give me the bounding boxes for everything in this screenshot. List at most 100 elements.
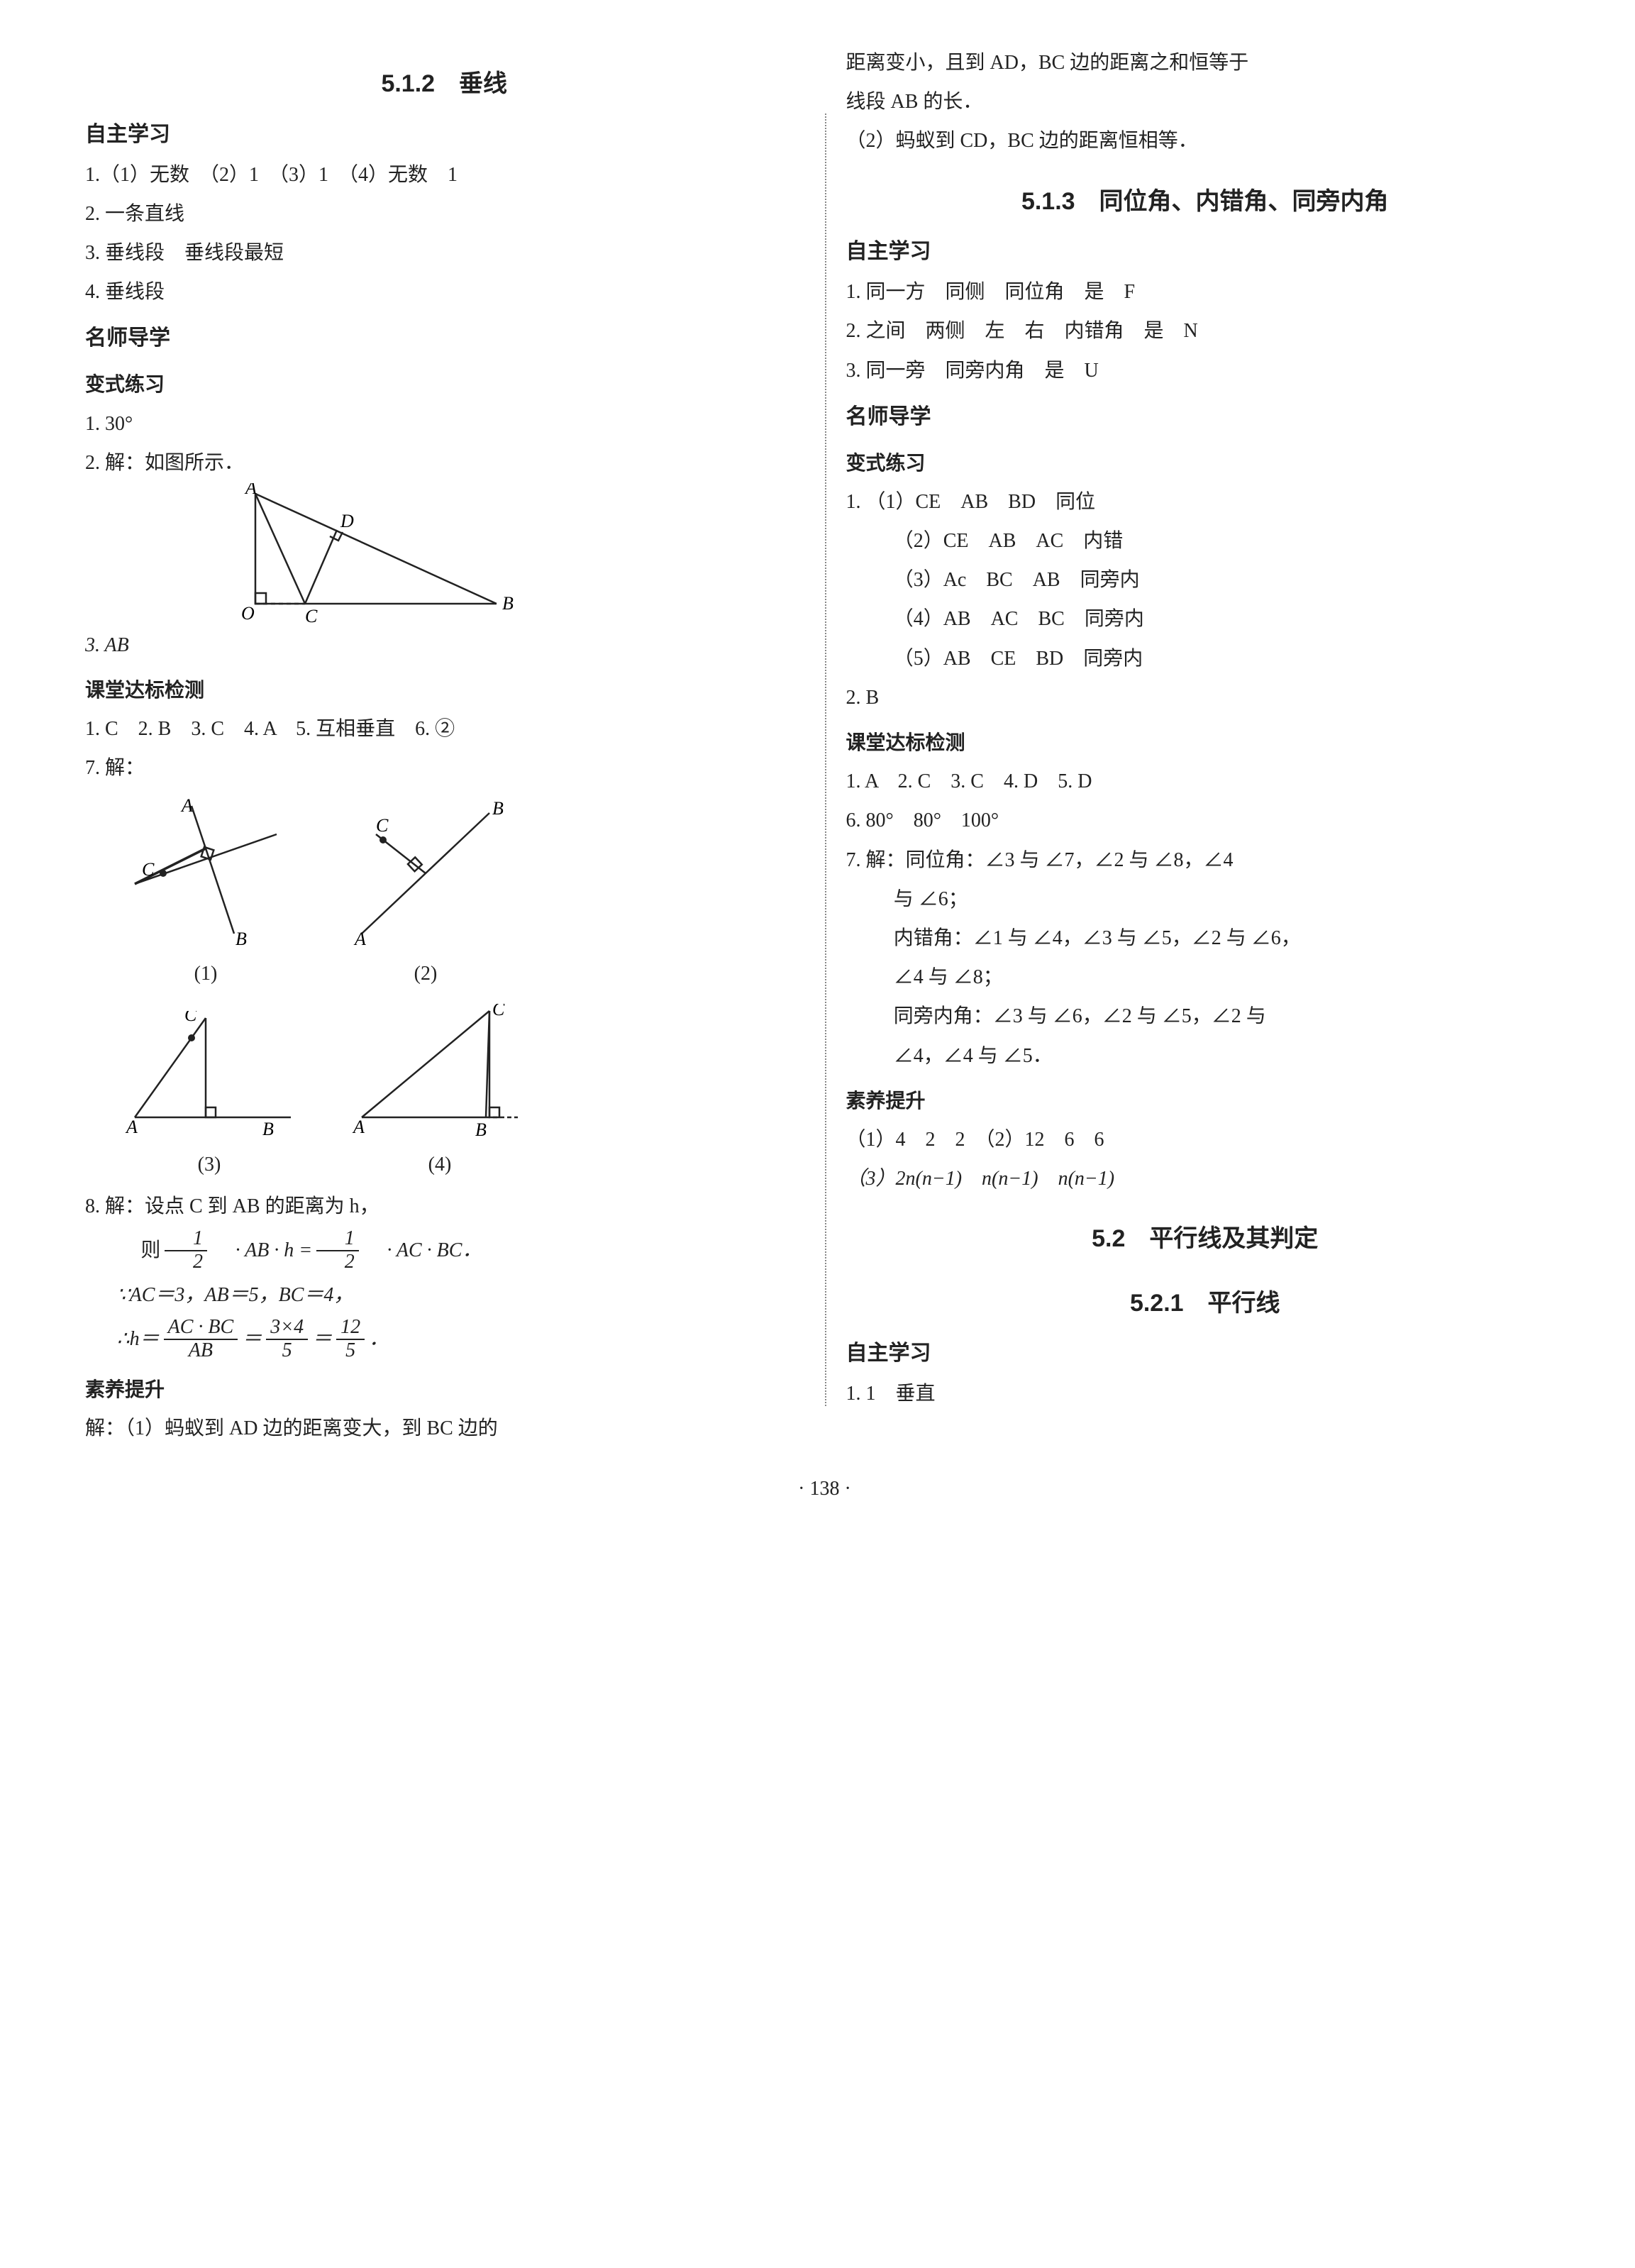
heading-zizhu: 自主学习 [846, 231, 1565, 272]
text-line: 2. 之间 两侧 左 右 内错角 是 N [846, 312, 1565, 350]
fraction: 125 [336, 1317, 365, 1362]
svg-text:B: B [502, 593, 514, 614]
figure-2: C B A (2) [333, 799, 518, 992]
svg-text:C: C [305, 606, 318, 625]
fraction: AC · BCAB [164, 1317, 238, 1362]
eq-sign: ＝ [312, 1320, 332, 1358]
section-title-52: 5.2 平行线及其判定 [846, 1216, 1565, 1262]
figure-3: C A B (3) [113, 1011, 305, 1183]
page-number: · 138 · [71, 1470, 1578, 1508]
svg-text:C: C [376, 815, 389, 836]
svg-text:A: A [244, 483, 257, 498]
text-line: ∴h＝ AC · BCAB ＝ 3×45 ＝ 125 ． [117, 1317, 389, 1362]
left-column: 5.1.2 垂线 自主学习 1.（1）无数 （2）1 （3）1 （4）无数 1 … [71, 43, 818, 1449]
heading-ketang: 课堂达标检测 [846, 724, 1565, 761]
figure-1: A C B (1) [113, 799, 298, 992]
svg-text:C: C [492, 1004, 505, 1019]
right-column: 距离变小，且到 AD，BC 边的距离之和恒等于 线段 AB 的长． （2）蚂蚁到… [832, 43, 1579, 1449]
svg-text:B: B [262, 1119, 274, 1139]
svg-text:A: A [353, 929, 366, 949]
text-line: 6. 80° 80° 100° [846, 802, 1565, 839]
text-line: 1. 1 垂直 [846, 1375, 1565, 1412]
text-line: 7. 解： [85, 749, 804, 787]
q8d-post: ． [369, 1320, 389, 1358]
heading-zizhu: 自主学习 [85, 114, 804, 155]
text-line: 1. A 2. C 3. C 4. D 5. D [846, 763, 1565, 800]
text-line: 2. 一条直线 [85, 195, 804, 233]
text-line: 1. C 2. B 3. C 4. A 5. 互相垂直 6. ② [85, 710, 804, 748]
text-line: （2）蚂蚁到 CD，BC 边的距离恒相等． [846, 122, 1565, 160]
svg-text:B: B [235, 929, 247, 949]
fraction: 12 [316, 1228, 359, 1273]
heading-mingshi: 名师导学 [846, 397, 1565, 437]
fraction: 3×45 [266, 1317, 308, 1362]
section-title-512: 5.1.2 垂线 [85, 61, 804, 107]
fig-caption: (4) [340, 1146, 539, 1183]
text-line: 4. 垂线段 [85, 273, 804, 311]
text-line: 同旁内角：∠3 与 ∠6，∠2 与 ∠5，∠2 与 [846, 997, 1565, 1035]
text-line: ∠4，∠4 与 ∠5． [846, 1037, 1565, 1075]
figure-row-1: A C B (1) C B A (2) [85, 799, 804, 992]
svg-text:C: C [142, 859, 155, 880]
text-line: 7. 解：同位角：∠3 与 ∠7，∠2 与 ∠8，∠4 [846, 841, 1565, 879]
column-divider [825, 114, 826, 1406]
text-line: 3. 同一旁 同旁内角 是 U [846, 352, 1565, 389]
svg-text:O: O [241, 603, 255, 624]
text-line: 3. 垂线段 垂线段最短 [85, 234, 804, 272]
text-line: 与 ∠6； [846, 880, 1565, 918]
section-title-521: 5.2.1 平行线 [846, 1280, 1565, 1327]
svg-text:A: A [352, 1117, 365, 1137]
text-line: （3）Ac BC AB 同旁内 [846, 561, 1565, 599]
heading-bianshi: 变式练习 [85, 365, 804, 403]
heading-suyang: 素养提升 [85, 1371, 804, 1408]
text-line: 则 12 · AB · h = 12 · AC · BC． [117, 1228, 482, 1273]
q8d-pre: ∴h＝ [117, 1320, 160, 1358]
section-title-513: 5.1.3 同位角、内错角、同旁内角 [846, 179, 1565, 225]
heading-mingshi: 名师导学 [85, 318, 804, 358]
text-line: ∠4 与 ∠8； [846, 958, 1565, 996]
text-line: 3. AB [85, 626, 804, 664]
text-line: （4）AB AC BC 同旁内 [846, 600, 1565, 638]
fig-caption: (2) [333, 955, 518, 992]
svg-text:A: A [180, 799, 193, 816]
q2-label: 2. 解：如图所示． [85, 452, 244, 474]
svg-text:B: B [492, 799, 504, 819]
svg-text:C: C [184, 1011, 197, 1025]
fig-caption: (3) [113, 1146, 305, 1183]
heading-suyang: 素养提升 [846, 1082, 1565, 1119]
text-line: 1.（1）无数 （2）1 （3）1 （4）无数 1 [85, 156, 804, 194]
text-line: （2）CE AB AC 内错 [846, 522, 1565, 560]
q8-mid: · AB · h = [211, 1232, 312, 1269]
eq-sign: ＝ [242, 1320, 262, 1358]
svg-text:D: D [340, 511, 354, 531]
figure-4: C A B (4) [340, 1004, 539, 1183]
text-line: ∵AC＝3，AB＝5，BC＝4， [117, 1276, 804, 1314]
fig-caption: (1) [113, 955, 298, 992]
q8c-text: ∵AC＝3，AB＝5，BC＝4， [117, 1284, 354, 1306]
svg-text:B: B [475, 1119, 487, 1140]
text-line: 距离变小，且到 AD，BC 边的距离之和恒等于 [846, 44, 1565, 82]
text-line: 2. 解：如图所示． [85, 444, 804, 482]
text-line: 1. （1）CE AB BD 同位 [846, 483, 1565, 521]
text-line: 1. 30° [85, 405, 804, 443]
text-line: 线段 AB 的长． [846, 83, 1565, 121]
answer-3: 3. AB [85, 634, 129, 656]
text-line: 2. B [846, 679, 1565, 717]
fraction: 12 [165, 1228, 207, 1273]
text-line: 解：（1）蚂蚁到 AD 边的距离变大，到 BC 边的 [85, 1410, 804, 1447]
svg-text:A: A [125, 1117, 138, 1137]
text-line: 8. 解：设点 C 到 AB 的距离为 h， [85, 1188, 804, 1225]
text-line: （3）2n(n−1) n(n−1) n(n−1) [846, 1160, 1565, 1197]
heading-bianshi: 变式练习 [846, 444, 1565, 482]
figure-row-2: C A B (3) C A [85, 1004, 804, 1183]
q8-pre: 则 [117, 1232, 161, 1269]
triangle-diagram: A D O C B [213, 483, 518, 625]
q8-post: · AC · BC． [363, 1232, 482, 1269]
text-line: （1）4 2 2 （2）12 6 6 [846, 1121, 1565, 1158]
text-line: 内错角：∠1 与 ∠4，∠3 与 ∠5，∠2 与 ∠6， [846, 919, 1565, 957]
text-line: （5）AB CE BD 同旁内 [846, 640, 1565, 677]
heading-ketang: 课堂达标检测 [85, 671, 804, 709]
heading-zizhu-2: 自主学习 [846, 1333, 1565, 1373]
text-line: 1. 同一方 同侧 同位角 是 F [846, 273, 1565, 311]
figure-q2: A D O C B [85, 483, 804, 625]
